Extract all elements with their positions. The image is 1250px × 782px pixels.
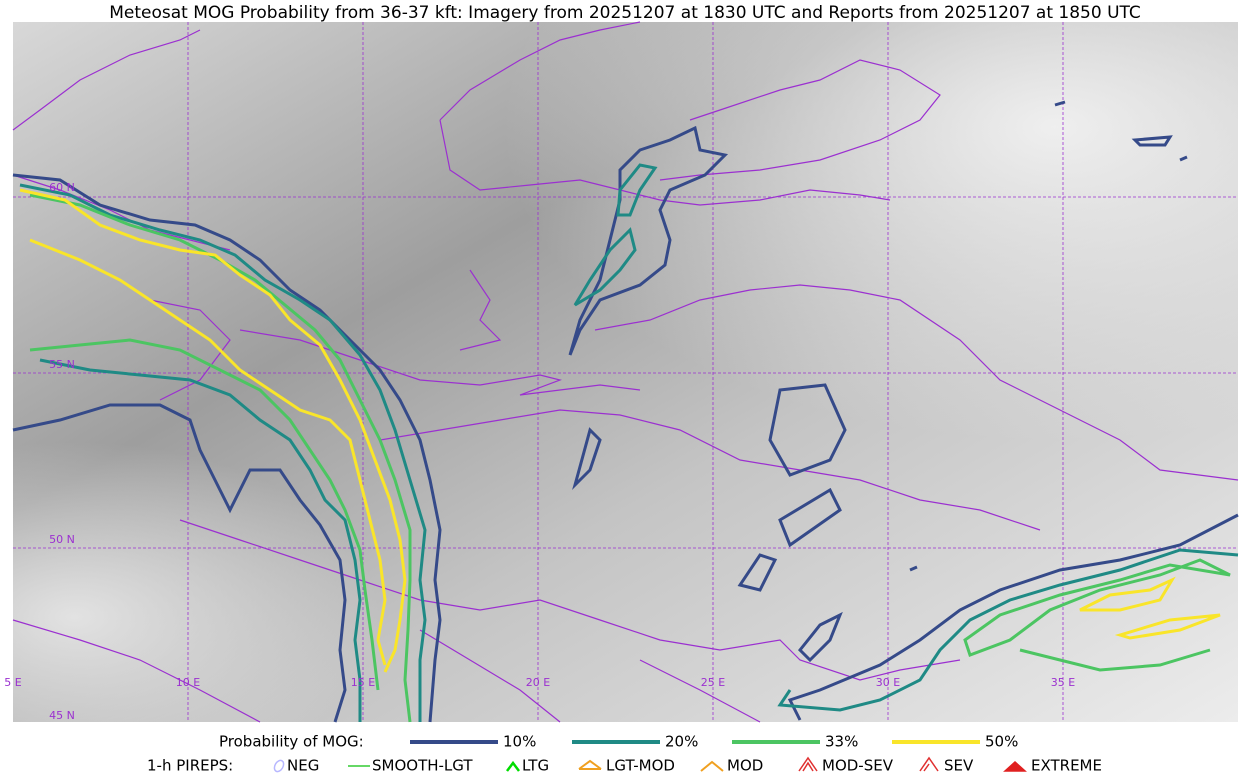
legend-title: Probability of MOG: [219,733,364,751]
map: 60 N 55 N 50 N 45 N 5 E 10 E 15 E 20 E 2… [4,21,1239,723]
title: Meteosat MOG Probability from 36-37 kft:… [109,3,1141,23]
legend-label: 50% [985,733,1018,751]
legend-label: NEG [287,757,319,775]
graticule [13,22,1238,722]
lat-label: 45 N [49,709,75,722]
lon-label: 20 E [526,676,550,689]
lon-label: 5 E [4,676,21,689]
legend: Probability of MOG: 1-h PIREPS: 10% 20% 33… [147,733,1102,775]
lon-label: 10 E [176,676,200,689]
lat-label: 55 N [49,358,75,371]
legend-label: LGT-MOD [606,757,675,775]
lon-label: 35 E [1051,676,1075,689]
lon-label: 25 E [701,676,725,689]
legend-label: 20% [665,733,698,751]
lat-label: 60 N [49,181,75,194]
legend-label: MOD-SEV [822,757,894,775]
legend-label: EXTREME [1031,757,1102,775]
contours [12,100,1239,723]
legend-label: LTG [522,757,549,775]
legend-label: SEV [944,757,974,775]
legend-title: 1-h PIREPS: [147,757,233,775]
legend-label: MOD [727,757,763,775]
legend-label: 10% [503,733,536,751]
coastlines [12,21,1239,723]
lon-label: 15 E [351,676,375,689]
legend-label: 33% [825,733,858,751]
legend-label: SMOOTH-LGT [372,757,473,775]
lat-label: 50 N [49,533,75,546]
pirep-icons [273,756,1027,773]
lon-label: 30 E [876,676,900,689]
